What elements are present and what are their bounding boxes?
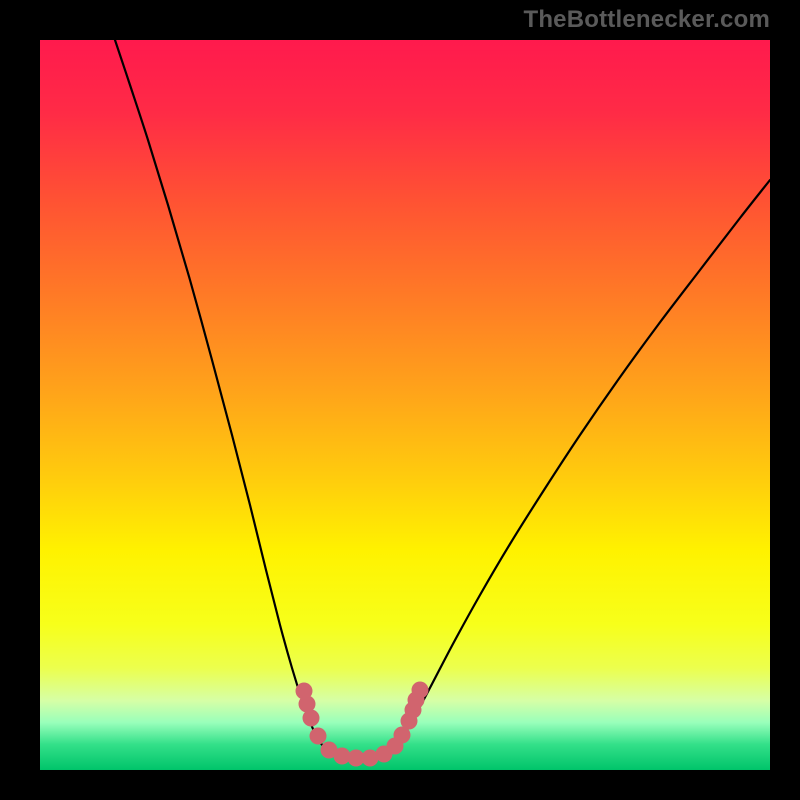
- gradient-background: [40, 40, 770, 770]
- trough-marker: [310, 728, 327, 745]
- frame-left: [0, 0, 40, 800]
- watermark-text: TheBottlenecker.com: [523, 6, 770, 34]
- trough-marker: [303, 710, 320, 727]
- frame-bottom: [0, 770, 800, 800]
- bottleneck-chart: [40, 40, 770, 770]
- frame-right: [770, 0, 800, 800]
- trough-marker: [412, 682, 429, 699]
